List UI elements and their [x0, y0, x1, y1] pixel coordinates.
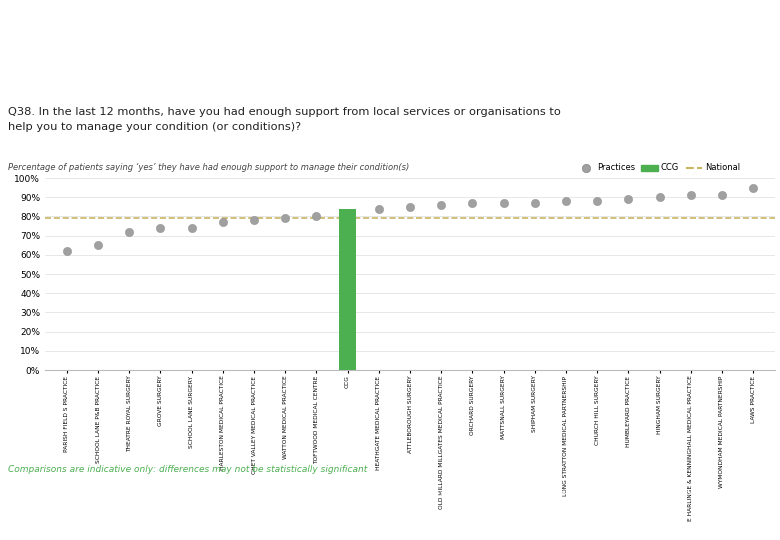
- Text: Social Research Institute: Social Research Institute: [8, 527, 94, 533]
- Text: Base: All with a long-term condition excluding ‘I haven’t needed support’ and ‘D: Base: All with a long-term condition exc…: [8, 490, 649, 496]
- Text: © Ipsos MORI    18-042653-01 | Version 1 | Public: © Ipsos MORI 18-042653-01 | Version 1 | …: [8, 536, 144, 540]
- Text: Percentage of patients saying ‘yes’ they have had enough support to manage their: Percentage of patients saying ‘yes’ they…: [8, 164, 409, 172]
- Legend: Practices, CCG, National: Practices, CCG, National: [574, 160, 743, 176]
- Text: how the CCG’s practices compare: how the CCG’s practices compare: [9, 55, 338, 72]
- Text: %Yes = %Yes, definitely + %Yes, to some extent: %Yes = %Yes, definitely + %Yes, to some …: [546, 490, 720, 496]
- Text: Q38. In the last 12 months, have you had enough support from local services or o: Q38. In the last 12 months, have you had…: [8, 107, 561, 132]
- Text: Support with managing long-term health conditions:: Support with managing long-term health c…: [9, 16, 526, 33]
- Text: Comparisons are indicative only: differences may not be statistically significan: Comparisons are indicative only: differe…: [8, 464, 367, 474]
- Text: 37: 37: [359, 519, 374, 532]
- Text: Ipsos MORI: Ipsos MORI: [8, 516, 65, 525]
- Bar: [339, 209, 356, 370]
